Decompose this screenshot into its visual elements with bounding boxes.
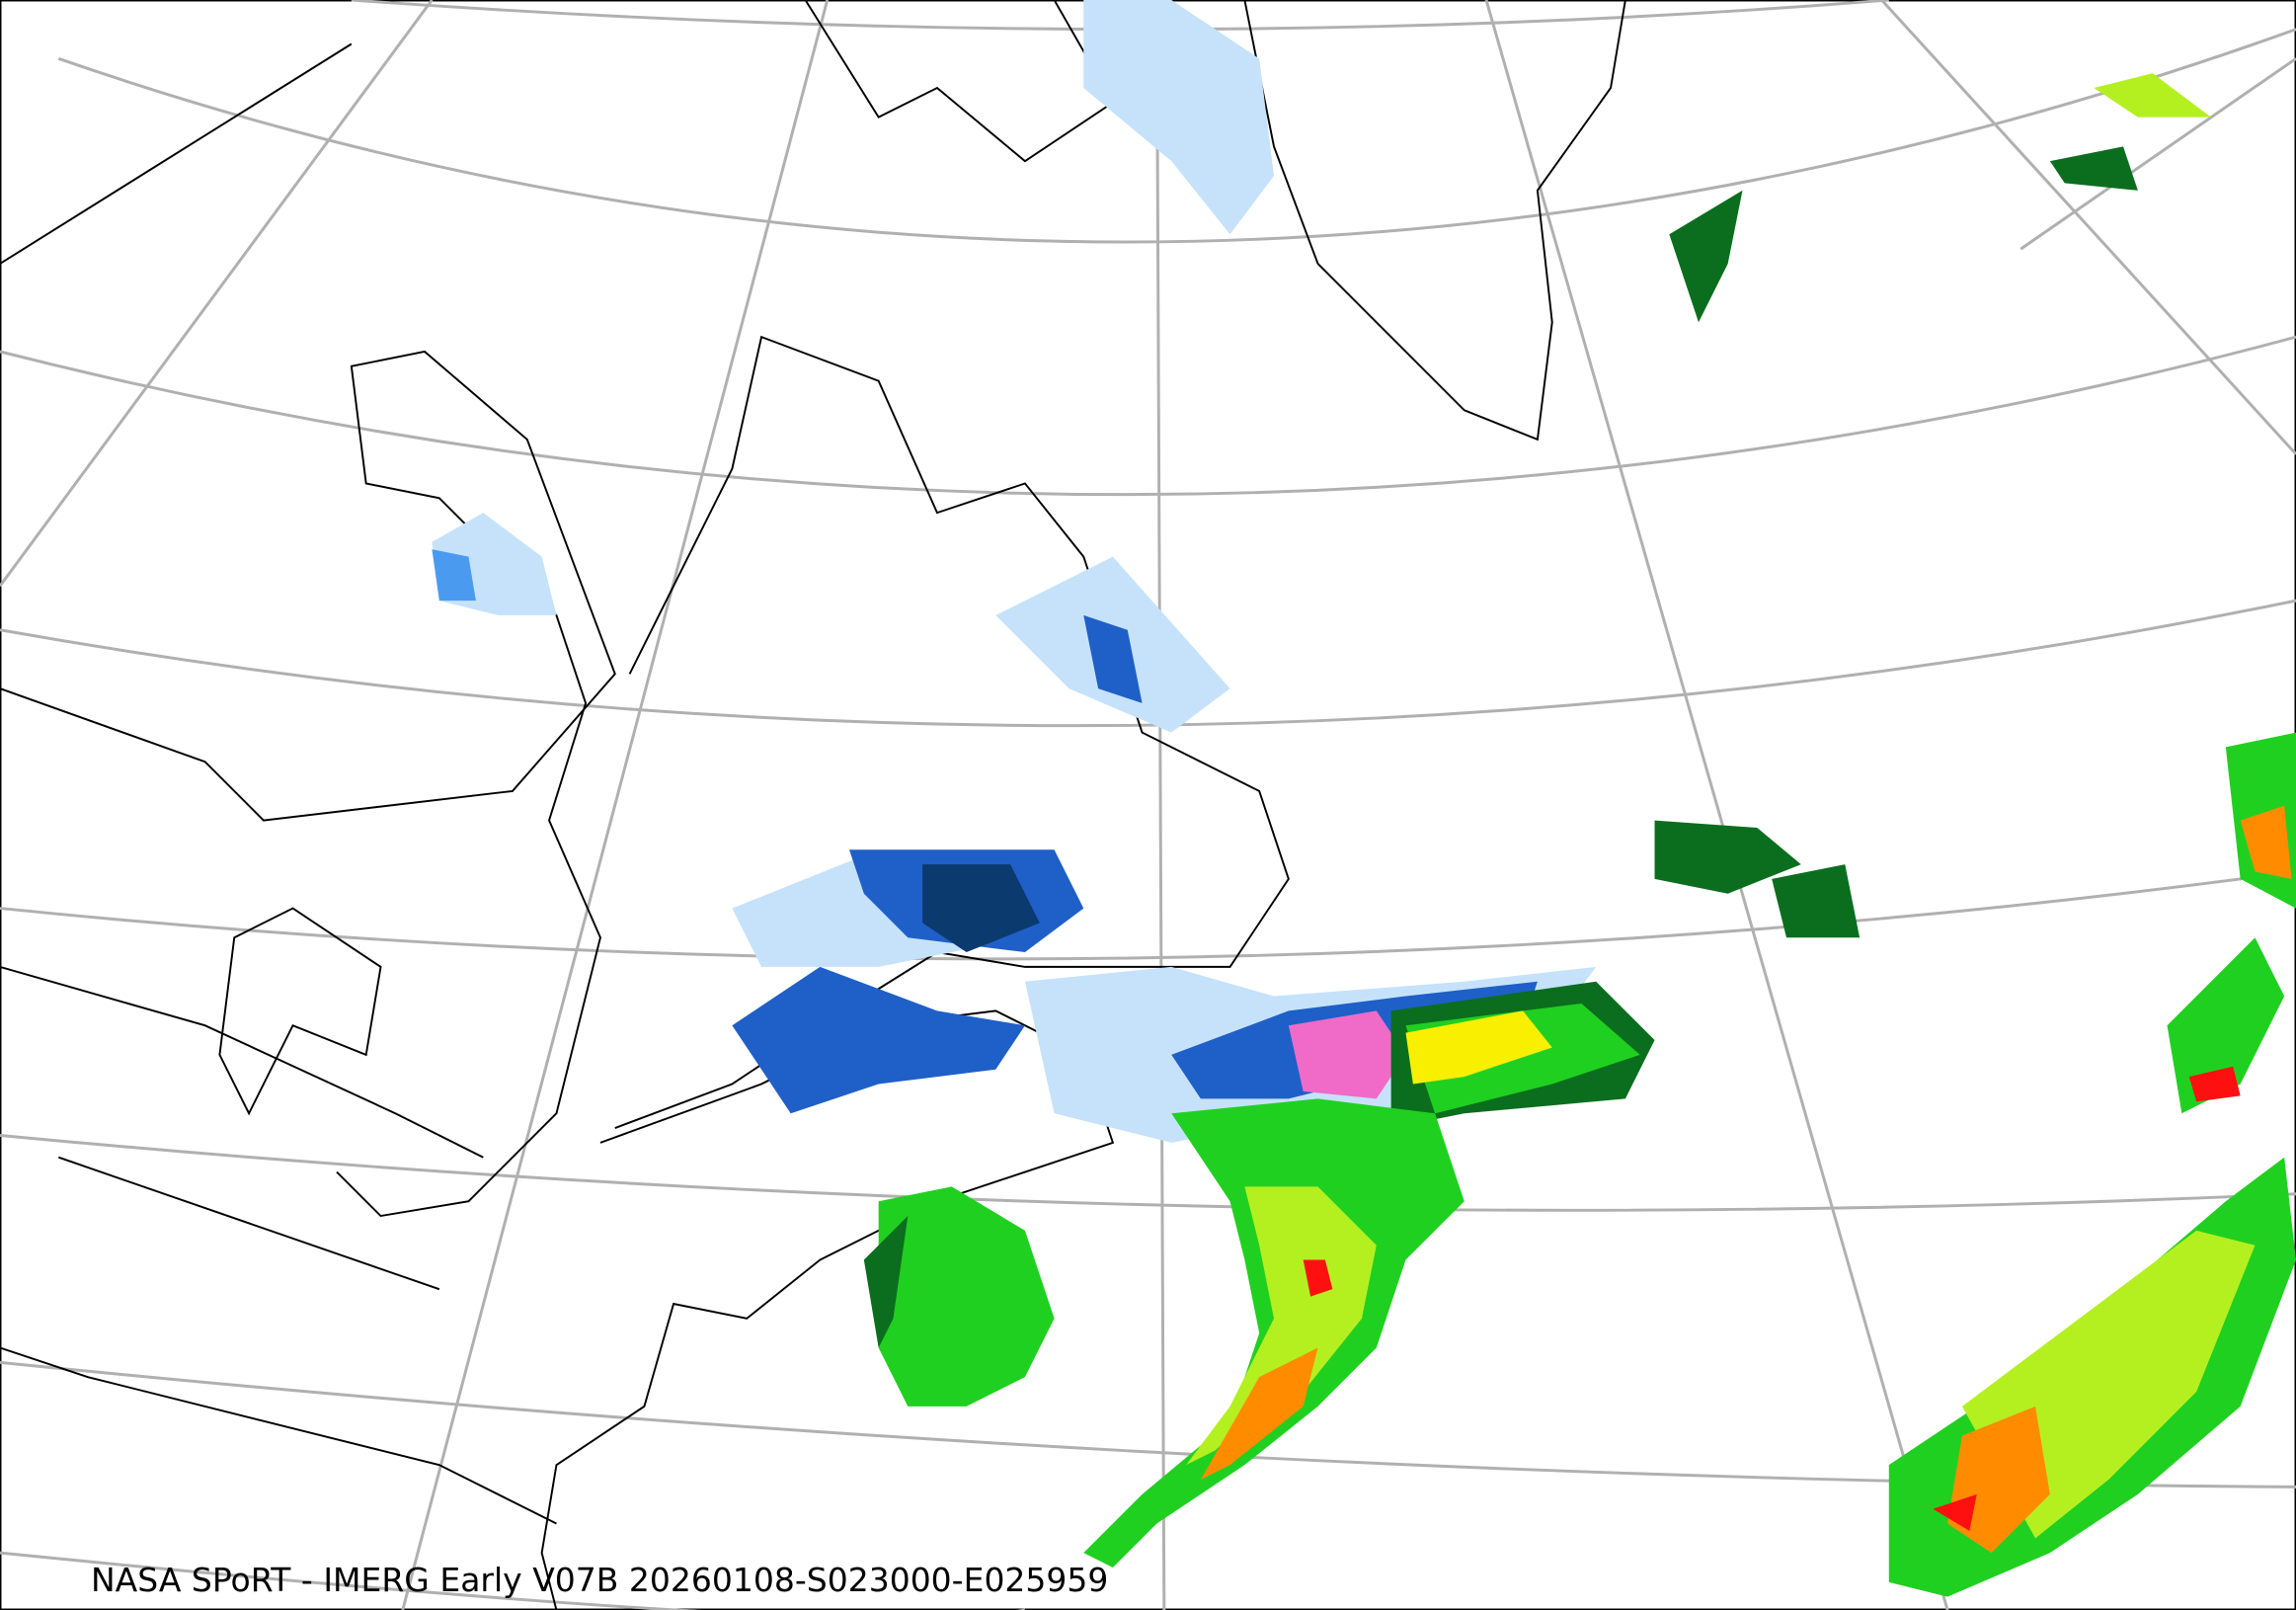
latitude-line [0, 870, 2296, 961]
precip-area-rain-moderate [878, 1186, 1055, 1407]
precip-area-rain-light [1669, 190, 1743, 323]
meridian-line [1880, 0, 2296, 455]
precip-area-snow-heavy [732, 966, 1025, 1114]
precip-area-mixed [1288, 1010, 1406, 1099]
coastline [0, 350, 616, 1218]
precip-area-snow-very_heavy [922, 864, 1040, 953]
meridian-line [2019, 57, 2296, 251]
coastline [1243, 0, 1626, 442]
precip-area-rain-extreme [1303, 1259, 1333, 1297]
precip-area-rain-light [1654, 820, 1801, 894]
coastline [614, 335, 1290, 1129]
coastline [0, 965, 557, 1525]
precip-area-rain-heavy [1405, 1010, 1552, 1085]
precip-area-snow-light [1083, 0, 1275, 235]
meridian-line [1484, 0, 1949, 1610]
latitude-line [0, 335, 2296, 497]
precip-area-snow-medium [432, 549, 476, 602]
latitude-line [57, 28, 2296, 244]
meridian-line [1154, 0, 1166, 1610]
precip-area-rain-light [863, 1216, 909, 1348]
latitude-line [0, 1133, 2296, 1212]
precip-area-rain-light [2049, 146, 2138, 191]
precip-area-rain-very_heavy [2240, 805, 2292, 879]
precip-area-rain-heavier [2094, 73, 2211, 118]
precip-area-snow-heavy [1083, 614, 1143, 703]
precip-area-rain-moderate [2167, 937, 2285, 1114]
meridian-line [401, 0, 830, 1610]
precip-area-rain-very_heavy [1200, 1347, 1318, 1480]
precip-area-rain-extreme [2188, 1066, 2241, 1102]
precip-area-rain-heavier [1186, 1186, 1377, 1466]
meridian-line [0, 0, 434, 588]
latitude-line [0, 1551, 1025, 1610]
coastline [0, 42, 353, 265]
precip-area-rain-light [1772, 864, 1861, 938]
map-caption: NASA SPoRT - IMERG Early V07B 20260108-S… [91, 1561, 1109, 1599]
precip-area-rain-extreme [1933, 1493, 1977, 1531]
precip-area-rain-very_heavy [1947, 1406, 2050, 1554]
precipitation-field [432, 0, 2296, 1597]
latitude-line [0, 599, 2296, 728]
coastline [218, 907, 382, 1116]
